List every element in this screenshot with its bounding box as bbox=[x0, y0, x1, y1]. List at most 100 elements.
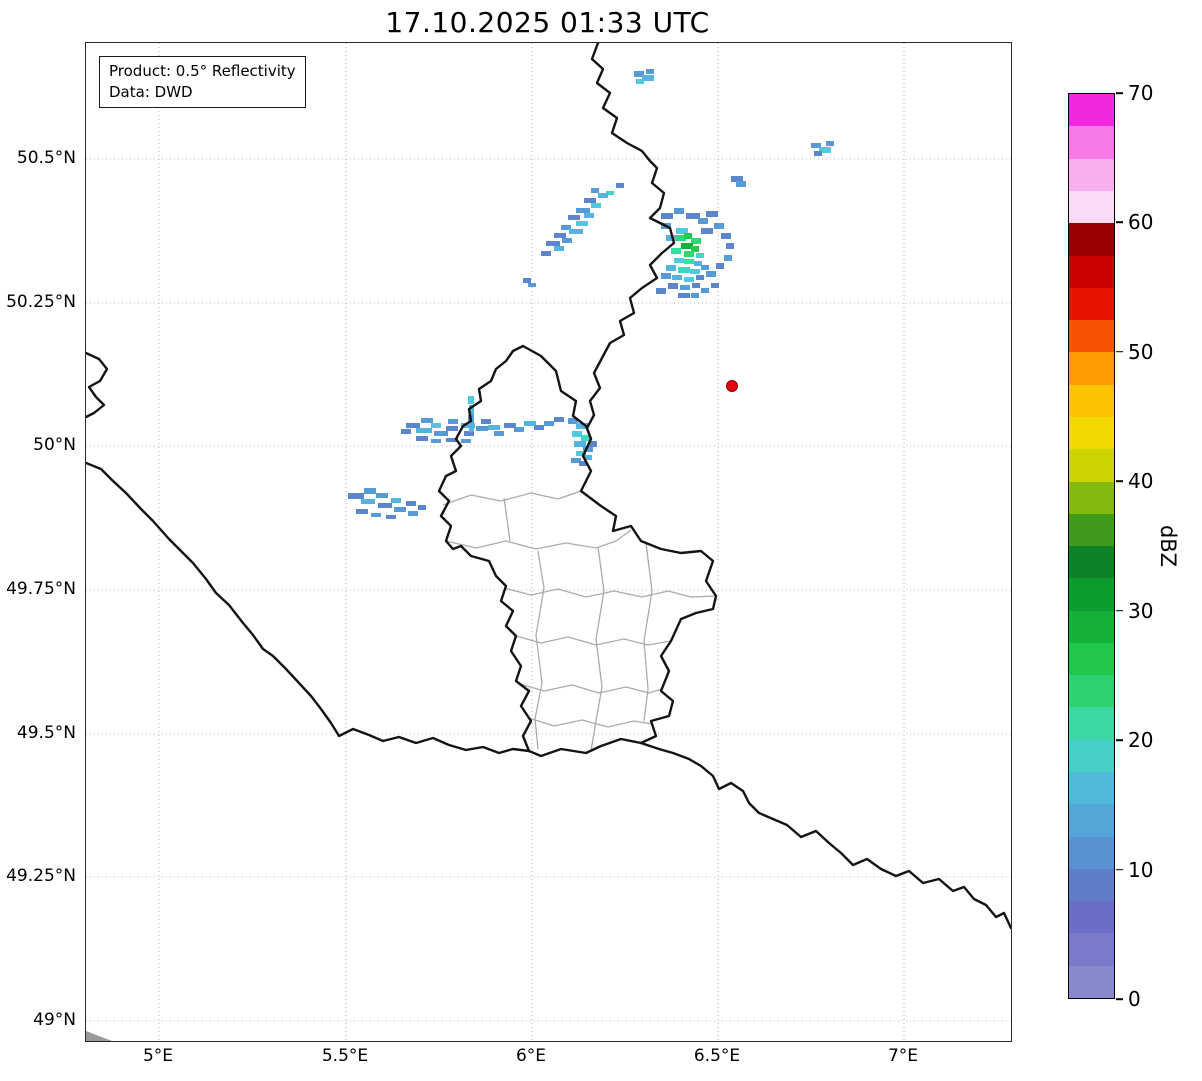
radar-echo-cell bbox=[546, 241, 560, 246]
colorbar-tick-label: 30 bbox=[1128, 598, 1154, 623]
radar-echo-cell bbox=[488, 425, 500, 430]
radar-echo-cell bbox=[468, 396, 474, 404]
radar-echo-cell bbox=[431, 423, 441, 428]
colorbar-tick-label: 20 bbox=[1128, 728, 1154, 753]
radar-echo-cell bbox=[701, 228, 713, 234]
radar-echo-cell bbox=[642, 75, 654, 81]
colorbar-segment bbox=[1069, 126, 1114, 159]
radar-echo-cell bbox=[684, 277, 694, 282]
radar-echo-cell bbox=[583, 446, 593, 452]
radar-echo-cell bbox=[361, 499, 375, 504]
colorbar-segment bbox=[1069, 449, 1114, 482]
admin-border bbox=[516, 682, 663, 694]
colorbar-tick-label: 70 bbox=[1128, 81, 1154, 105]
radar-echo-cell bbox=[686, 213, 700, 219]
colorbar-segment bbox=[1069, 901, 1114, 934]
radar-echo-cell bbox=[421, 418, 433, 423]
radar-echo-cell bbox=[554, 246, 564, 251]
radar-echo-cell bbox=[684, 251, 694, 257]
lat-tick-label: 50.5°N bbox=[16, 148, 76, 168]
radar-echo-cell bbox=[711, 283, 719, 288]
radar-echo-cell bbox=[572, 431, 582, 437]
radar-echo-cell bbox=[598, 193, 608, 198]
lat-tick-label: 49°N bbox=[33, 1010, 76, 1030]
product-annotation: Product: 0.5° Reflectivity Data: DWD bbox=[99, 56, 306, 108]
radar-echo-cell bbox=[666, 235, 676, 241]
radar-echo-cell bbox=[696, 253, 704, 258]
lon-tick-label: 7°E bbox=[887, 1046, 919, 1066]
colorbar-segment bbox=[1069, 772, 1114, 805]
colorbar-label: dBZ bbox=[1156, 524, 1180, 568]
colorbar-segment bbox=[1069, 610, 1114, 643]
radar-echo-cell bbox=[678, 293, 690, 298]
lon-tick-label: 6°E bbox=[515, 1046, 547, 1066]
colorbar-segment bbox=[1069, 158, 1114, 191]
lon-tick-label: 5.5°E bbox=[321, 1046, 369, 1066]
map-plot: Product: 0.5° Reflectivity Data: DWD bbox=[85, 42, 1012, 1042]
admin-border bbox=[503, 497, 511, 542]
radar-echo-cell bbox=[591, 203, 601, 208]
lat-tick-label: 49.5°N bbox=[16, 723, 76, 743]
national-border bbox=[639, 741, 1011, 930]
national-border bbox=[86, 351, 109, 419]
radar-echo-cell bbox=[701, 265, 709, 270]
radar-echo-cell bbox=[661, 213, 673, 219]
admin-border bbox=[528, 717, 653, 728]
radar-echo-cell bbox=[576, 451, 586, 456]
radar-echo-cell bbox=[579, 461, 587, 466]
radar-echo-cell bbox=[701, 288, 709, 293]
radar-echo-cell bbox=[692, 283, 700, 288]
admin-border bbox=[445, 529, 632, 550]
radar-echo-cell bbox=[694, 261, 702, 266]
radar-echo-cell bbox=[736, 181, 746, 187]
radar-echo-cell bbox=[446, 438, 458, 442]
colorbar-segment bbox=[1069, 223, 1114, 256]
radar-echo-cell bbox=[584, 455, 592, 460]
radar-echo-cell bbox=[446, 426, 458, 431]
national-border bbox=[86, 461, 531, 755]
colorbar-segment bbox=[1069, 675, 1114, 708]
radar-echo-cell bbox=[678, 267, 690, 273]
radar-site-marker bbox=[726, 380, 738, 392]
radar-echo-cell bbox=[464, 431, 474, 436]
radar-echo-cell bbox=[378, 503, 392, 508]
radar-echo-cell bbox=[386, 515, 396, 519]
radar-echo-cell bbox=[714, 223, 724, 229]
colorbar-segment bbox=[1069, 804, 1114, 837]
radar-echo-cell bbox=[356, 509, 368, 514]
colorbar-tick-mark bbox=[1116, 351, 1123, 353]
radar-echo-cell bbox=[391, 498, 401, 503]
radar-echo-cell bbox=[668, 283, 678, 289]
colorbar-tick-label: 60 bbox=[1128, 210, 1154, 235]
radar-echo-cell bbox=[469, 405, 474, 415]
radar-echo-cell bbox=[364, 488, 376, 494]
radar-echo-cell bbox=[481, 419, 491, 424]
radar-echo-cell bbox=[541, 251, 551, 256]
radar-echo-cell bbox=[461, 439, 471, 443]
radar-echo-cell bbox=[524, 421, 536, 426]
radar-echo-cell bbox=[674, 258, 684, 263]
colorbar-segment bbox=[1069, 320, 1114, 353]
radar-echo-cell bbox=[576, 221, 588, 226]
radar-echo-cell bbox=[691, 246, 699, 252]
radar-echo-cell bbox=[721, 233, 731, 239]
radar-echo-cell bbox=[494, 431, 504, 436]
colorbar-tick-mark bbox=[1116, 92, 1123, 94]
radar-echo-cell bbox=[523, 278, 531, 283]
figure-title: 17.10.2025 01:33 UTC bbox=[385, 6, 710, 39]
radar-echo-cell bbox=[616, 183, 624, 188]
radar-echo-cell bbox=[656, 288, 666, 294]
radar-echo-cell bbox=[680, 285, 690, 290]
colorbar-segment bbox=[1069, 481, 1114, 514]
colorbar-segment bbox=[1069, 868, 1114, 902]
radar-echo-cell bbox=[636, 79, 644, 84]
colorbar-segment bbox=[1069, 255, 1114, 288]
radar-echo-cell bbox=[681, 243, 693, 249]
radar-echo-cell bbox=[576, 208, 590, 213]
colorbar-segment bbox=[1069, 965, 1114, 998]
radar-echo-cell bbox=[416, 428, 432, 433]
colorbar-ticks: 70 60 50 40 30 20 10 0 bbox=[1116, 81, 1176, 1011]
colorbar-tick-mark bbox=[1116, 739, 1123, 741]
lon-axis-labels: 5°E 5.5°E 6°E 6.5°E 7°E bbox=[85, 1046, 1010, 1070]
